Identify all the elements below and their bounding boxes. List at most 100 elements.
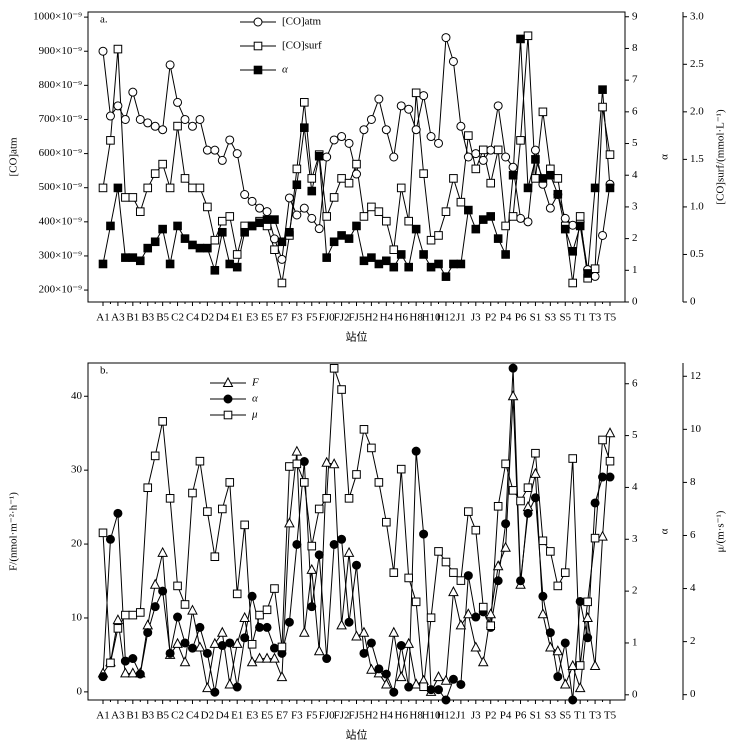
x-tick-label: H12 bbox=[436, 710, 455, 722]
marker bbox=[195, 243, 205, 253]
marker bbox=[165, 183, 175, 193]
marker bbox=[225, 212, 235, 221]
marker bbox=[352, 221, 361, 231]
x-tick-label: E1 bbox=[231, 312, 243, 324]
marker bbox=[574, 682, 586, 693]
marker bbox=[120, 667, 131, 678]
marker bbox=[173, 97, 183, 107]
marker bbox=[396, 464, 406, 474]
x-tick-label: P6 bbox=[515, 710, 527, 722]
marker bbox=[284, 517, 295, 528]
x-tick-label: FJ0 bbox=[319, 312, 335, 324]
marker bbox=[553, 189, 563, 199]
marker bbox=[121, 253, 130, 262]
marker bbox=[269, 643, 279, 653]
marker bbox=[262, 215, 272, 224]
marker bbox=[202, 648, 212, 658]
marker bbox=[173, 121, 182, 131]
marker bbox=[173, 221, 182, 231]
x-tick-label: P6 bbox=[515, 312, 527, 324]
x-tick-label: P4 bbox=[500, 312, 512, 324]
marker bbox=[359, 212, 369, 221]
y3-tick-label: 1.0 bbox=[690, 200, 704, 212]
marker bbox=[255, 203, 265, 213]
marker bbox=[456, 679, 466, 689]
marker bbox=[358, 626, 370, 637]
marker bbox=[560, 224, 570, 234]
marker bbox=[217, 504, 227, 514]
marker bbox=[173, 581, 182, 591]
y3-tick-label: 2 bbox=[690, 635, 696, 647]
marker bbox=[538, 591, 548, 601]
marker bbox=[216, 626, 228, 637]
x-tick-label: S3 bbox=[545, 710, 557, 722]
marker bbox=[262, 622, 272, 632]
marker bbox=[516, 213, 526, 223]
x-tick-label: E5 bbox=[261, 312, 274, 324]
marker bbox=[195, 456, 205, 466]
marker bbox=[225, 478, 235, 487]
marker bbox=[508, 212, 518, 221]
y-tick-label: 500×10⁻⁹ bbox=[39, 181, 83, 193]
marker bbox=[367, 443, 376, 453]
marker bbox=[366, 663, 377, 674]
marker bbox=[158, 417, 167, 426]
marker bbox=[135, 608, 145, 617]
marker bbox=[516, 136, 525, 145]
y-tick-label: 30 bbox=[71, 464, 83, 476]
x-tick-label: T3 bbox=[589, 710, 602, 722]
marker bbox=[456, 259, 466, 269]
marker bbox=[359, 256, 369, 266]
marker bbox=[203, 507, 212, 516]
marker bbox=[337, 534, 347, 544]
marker bbox=[530, 145, 540, 155]
marker bbox=[246, 656, 258, 667]
marker bbox=[523, 31, 533, 41]
x-tick-label: D2 bbox=[201, 312, 214, 324]
y2-axis-title: α bbox=[659, 154, 671, 160]
marker bbox=[530, 493, 540, 503]
marker bbox=[307, 602, 317, 612]
marker bbox=[434, 138, 444, 148]
marker bbox=[434, 685, 444, 695]
marker bbox=[411, 125, 421, 135]
marker bbox=[106, 658, 115, 668]
marker bbox=[298, 626, 310, 637]
marker bbox=[150, 602, 160, 612]
marker bbox=[583, 597, 592, 607]
marker bbox=[314, 151, 324, 161]
marker bbox=[604, 427, 616, 438]
marker bbox=[195, 114, 205, 124]
marker bbox=[203, 243, 212, 253]
marker bbox=[269, 652, 280, 663]
y2-tick-label: 7 bbox=[632, 74, 638, 86]
x-tick-label: H2 bbox=[365, 312, 378, 324]
marker bbox=[486, 178, 496, 188]
x-tick-label: F5 bbox=[306, 710, 318, 722]
marker bbox=[568, 454, 578, 463]
marker bbox=[194, 641, 206, 652]
marker bbox=[359, 648, 369, 658]
x-axis-title: 站位 bbox=[346, 330, 368, 344]
marker bbox=[471, 224, 481, 234]
marker bbox=[463, 608, 474, 619]
marker bbox=[456, 576, 466, 585]
y-tick-label: 600×10⁻⁹ bbox=[39, 147, 83, 159]
marker bbox=[292, 210, 302, 220]
marker bbox=[500, 541, 511, 552]
marker bbox=[426, 613, 436, 623]
y2-tick-label: 2 bbox=[632, 232, 638, 244]
marker bbox=[545, 641, 556, 652]
marker bbox=[404, 573, 413, 583]
marker bbox=[419, 169, 428, 178]
marker bbox=[195, 183, 205, 193]
marker bbox=[508, 162, 518, 172]
marker bbox=[352, 169, 361, 179]
marker bbox=[441, 33, 451, 43]
marker bbox=[106, 136, 115, 145]
marker bbox=[188, 488, 197, 498]
marker bbox=[478, 215, 488, 224]
marker bbox=[270, 215, 279, 224]
marker bbox=[575, 661, 585, 670]
x-tick-label: J1 bbox=[456, 710, 466, 722]
